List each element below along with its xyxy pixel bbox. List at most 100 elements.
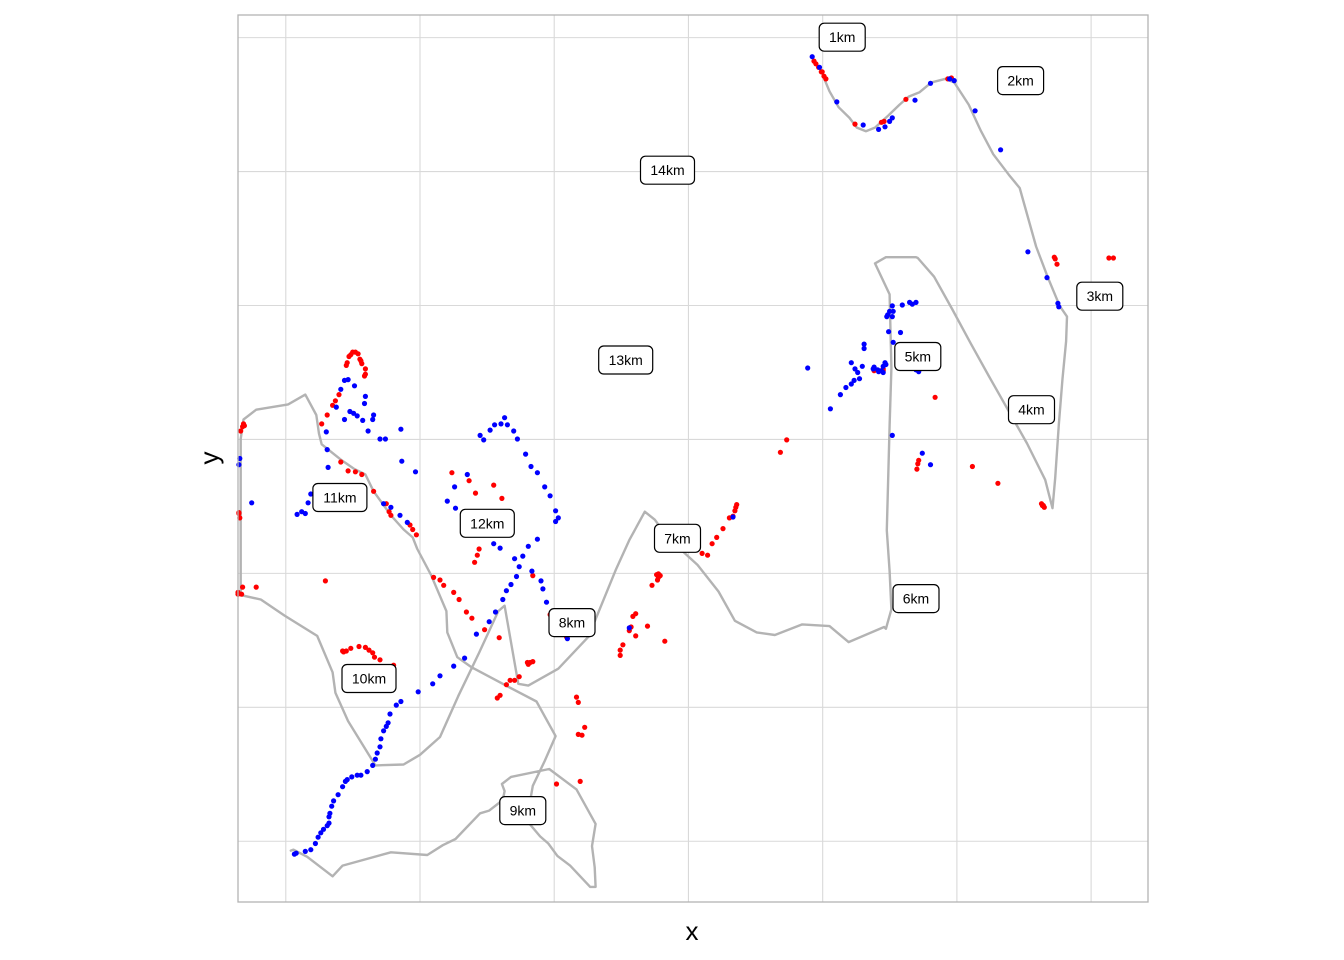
distance-label-text: 9km: [510, 803, 536, 819]
route-point-blue: [502, 415, 508, 421]
route-point-red: [357, 356, 363, 362]
route-point-blue: [377, 744, 383, 750]
route-point-red: [340, 648, 346, 654]
route-point-red: [366, 647, 372, 653]
distance-label-box: [996, 65, 1045, 96]
route-point-red: [236, 510, 242, 517]
route-point-red: [362, 644, 368, 651]
route-point-blue: [361, 400, 368, 407]
route-point-blue: [349, 774, 355, 780]
distance-label-text: 5km: [905, 349, 931, 365]
route-point-blue: [381, 501, 387, 507]
distance-label: 2km: [996, 65, 1045, 96]
distance-label: 1km: [818, 22, 866, 52]
route-point-blue: [886, 329, 892, 335]
route-point-red: [1110, 255, 1116, 261]
route-point-red: [491, 482, 497, 488]
route-point-red: [995, 480, 1001, 486]
route-point-red: [359, 471, 365, 478]
route-point-red: [511, 677, 518, 683]
route-point-blue: [302, 510, 308, 517]
route-point-blue: [444, 498, 450, 504]
route-point-red: [784, 437, 790, 443]
route-point-red: [1054, 261, 1060, 267]
route-point-blue: [374, 750, 380, 756]
x-axis-title: x: [686, 916, 699, 946]
route-point-blue: [324, 823, 330, 829]
route-point-red: [714, 534, 720, 541]
distance-label-box: [892, 583, 940, 614]
route-point-blue: [525, 543, 531, 549]
route-point-blue: [913, 299, 919, 305]
distance-label-text: 11km: [323, 490, 356, 506]
distance-label-box: [341, 663, 397, 694]
route-point-blue: [897, 329, 904, 336]
distance-label: 14km: [639, 155, 696, 185]
route-point-blue: [520, 553, 526, 559]
route-point-red: [582, 724, 588, 730]
route-point-blue: [889, 115, 895, 121]
route-point-blue: [412, 469, 419, 475]
route-point-blue: [998, 147, 1004, 153]
route-point-blue: [320, 826, 327, 832]
route-point-blue: [341, 377, 348, 383]
route-point-red: [319, 421, 325, 427]
route-point-red: [720, 526, 726, 532]
route-point-blue: [540, 586, 546, 592]
route-point-red: [881, 118, 887, 124]
route-point-blue: [351, 383, 358, 389]
route-point-blue: [553, 518, 559, 525]
route-point-red: [441, 582, 447, 588]
route-point-blue: [861, 345, 867, 352]
distance-label: 9km: [499, 795, 547, 826]
y-axis-title: y: [194, 452, 224, 465]
route-point-red: [575, 731, 581, 738]
route-point-red: [932, 394, 938, 400]
route-point-blue: [890, 339, 896, 345]
route-point-blue: [899, 302, 905, 308]
distance-label: 8km: [548, 607, 596, 638]
route-point-blue: [335, 792, 341, 798]
route-point-blue: [381, 728, 387, 734]
route-point-red: [322, 578, 328, 584]
distance-label-box: [1076, 281, 1124, 311]
route-point-red: [903, 96, 909, 102]
distance-label: 5km: [894, 341, 942, 372]
route-point-blue: [529, 568, 535, 574]
route-point-blue: [329, 803, 335, 809]
panel-border: [237, 14, 1149, 903]
route-point-blue: [927, 462, 934, 468]
route-point-red: [253, 584, 259, 590]
route-point-red: [577, 778, 583, 785]
route-point-red: [914, 466, 920, 472]
route-point-blue: [464, 471, 470, 478]
route-point-blue: [387, 711, 393, 717]
route-point-red: [662, 638, 668, 644]
route-point-red: [348, 645, 354, 651]
distance-label: 13km: [598, 345, 654, 375]
route-point-blue: [856, 376, 863, 382]
route-point-blue: [834, 99, 840, 105]
route-point-red: [238, 428, 244, 434]
route-point-red: [410, 526, 416, 533]
route-point-red: [343, 362, 349, 368]
route-point-blue: [477, 432, 483, 438]
route-point-blue: [323, 429, 329, 435]
route-point-red: [241, 423, 247, 429]
route-point-blue: [340, 784, 346, 790]
route-point-red: [371, 488, 377, 494]
route-point-blue: [462, 655, 468, 661]
route-point-blue: [365, 428, 371, 434]
route-point-red: [346, 353, 352, 360]
route-point-blue: [404, 519, 410, 526]
route-point-blue: [302, 848, 308, 855]
route-point-blue: [534, 536, 541, 542]
route-point-blue: [912, 97, 918, 103]
route-point-red: [413, 532, 419, 538]
route-point-blue: [347, 408, 353, 415]
route-point-blue: [399, 458, 405, 464]
route-point-blue: [451, 663, 457, 669]
distance-label-box: [894, 341, 942, 372]
